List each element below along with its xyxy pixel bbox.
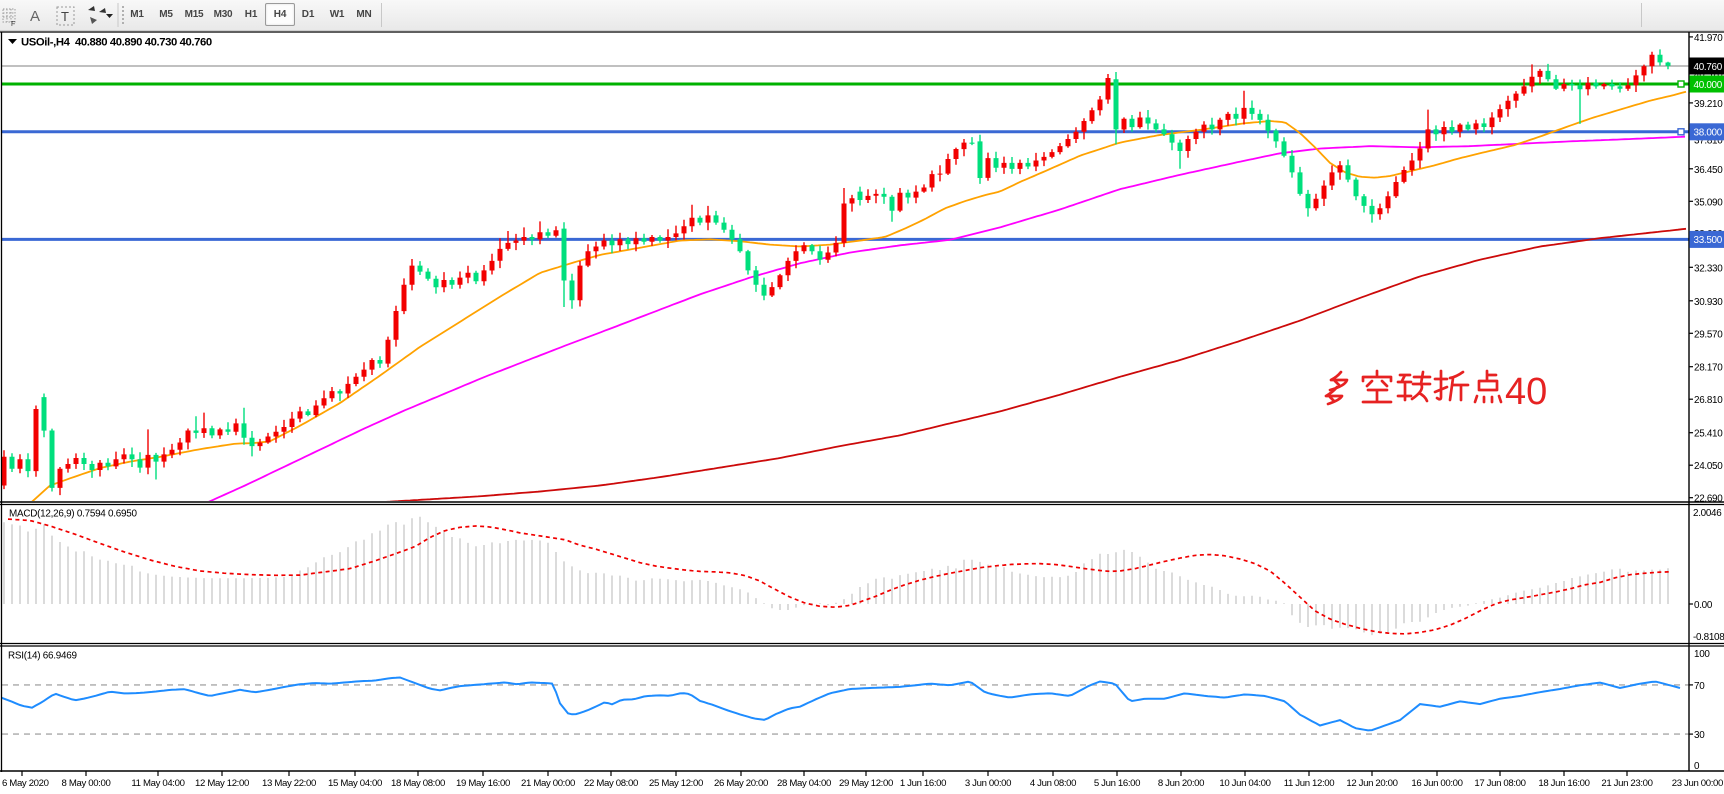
svg-text:T: T	[61, 9, 69, 24]
svg-text:28.170: 28.170	[1694, 363, 1723, 374]
svg-text:40.760: 40.760	[1694, 62, 1723, 73]
svg-text:33.500: 33.500	[1694, 235, 1723, 246]
svg-text:4 Jun 08:00: 4 Jun 08:00	[1030, 778, 1076, 789]
svg-text:11 Jun 12:00: 11 Jun 12:00	[1284, 778, 1335, 789]
svg-text:30.930: 30.930	[1694, 297, 1723, 308]
svg-text:22 May 08:00: 22 May 08:00	[584, 778, 638, 789]
svg-text:18 Jun 16:00: 18 Jun 16:00	[1538, 778, 1589, 789]
svg-text:40: 40	[1505, 371, 1547, 413]
svg-text:10 Jun 04:00: 10 Jun 04:00	[1219, 778, 1270, 789]
svg-text:70: 70	[1694, 681, 1705, 692]
svg-text:26 May 20:00: 26 May 20:00	[714, 778, 768, 789]
svg-text:22.690: 22.690	[1694, 494, 1723, 505]
svg-text:17 Jun 08:00: 17 Jun 08:00	[1474, 778, 1525, 789]
svg-text:26.810: 26.810	[1694, 395, 1723, 406]
svg-text:8 May 00:00: 8 May 00:00	[62, 778, 111, 789]
svg-text:12 May 12:00: 12 May 12:00	[195, 778, 249, 789]
svg-text:100: 100	[1694, 649, 1710, 660]
svg-text:11 May 04:00: 11 May 04:00	[131, 778, 184, 789]
svg-text:6 May 2020: 6 May 2020	[2, 778, 49, 789]
svg-text:40.000: 40.000	[1694, 80, 1723, 91]
svg-text:25.410: 25.410	[1694, 429, 1723, 440]
svg-text:5 Jun 16:00: 5 Jun 16:00	[1094, 778, 1140, 789]
svg-text:30: 30	[1694, 730, 1705, 741]
svg-text:37.810: 37.810	[1694, 136, 1723, 147]
svg-text:0.00: 0.00	[1694, 600, 1713, 611]
svg-text:RSI(14) 66.9469: RSI(14) 66.9469	[8, 651, 77, 662]
svg-text:38.000: 38.000	[1694, 128, 1723, 139]
svg-text:29 May 12:00: 29 May 12:00	[839, 778, 893, 789]
svg-text:28 May 04:00: 28 May 04:00	[777, 778, 831, 789]
svg-text:15 May 04:00: 15 May 04:00	[328, 778, 382, 789]
svg-text:16 Jun 00:00: 16 Jun 00:00	[1411, 778, 1462, 789]
svg-text:USOil-,H4 40.880 40.890 40.73: USOil-,H4 40.880 40.890 40.730 40.760	[21, 37, 212, 49]
svg-text:-0.8108: -0.8108	[1693, 632, 1724, 643]
svg-text:MACD(12,26,9) 0.7594 0.6950: MACD(12,26,9) 0.7594 0.6950	[9, 509, 138, 520]
svg-text:40.570: 40.570	[1694, 69, 1723, 80]
svg-text:36.450: 36.450	[1694, 165, 1723, 176]
svg-text:35.090: 35.090	[1694, 197, 1723, 208]
svg-text:18 May 08:00: 18 May 08:00	[391, 778, 445, 789]
svg-text:2.0046: 2.0046	[1693, 508, 1722, 519]
svg-text:24.050: 24.050	[1694, 461, 1723, 472]
svg-text:0: 0	[1694, 761, 1700, 772]
svg-text:12 Jun 20:00: 12 Jun 20:00	[1346, 778, 1397, 789]
svg-text:8 Jun 20:00: 8 Jun 20:00	[1158, 778, 1204, 789]
svg-text:32.330: 32.330	[1694, 263, 1723, 274]
svg-text:13 May 22:00: 13 May 22:00	[262, 778, 316, 789]
svg-text:1 Jun 16:00: 1 Jun 16:00	[900, 778, 946, 789]
svg-text:39.210: 39.210	[1694, 99, 1723, 110]
svg-text:19 May 16:00: 19 May 16:00	[456, 778, 510, 789]
svg-text:A: A	[30, 8, 40, 25]
svg-text:23 Jun 00:00: 23 Jun 00:00	[1672, 778, 1723, 789]
svg-text:29.570: 29.570	[1694, 329, 1723, 340]
svg-text:3 Jun 00:00: 3 Jun 00:00	[965, 778, 1011, 789]
svg-text:41.970: 41.970	[1694, 33, 1723, 44]
svg-text:F: F	[11, 21, 15, 28]
svg-text:21 May 00:00: 21 May 00:00	[521, 778, 575, 789]
svg-text:21 Jun 23:00: 21 Jun 23:00	[1601, 778, 1652, 789]
svg-text:25 May 12:00: 25 May 12:00	[649, 778, 703, 789]
